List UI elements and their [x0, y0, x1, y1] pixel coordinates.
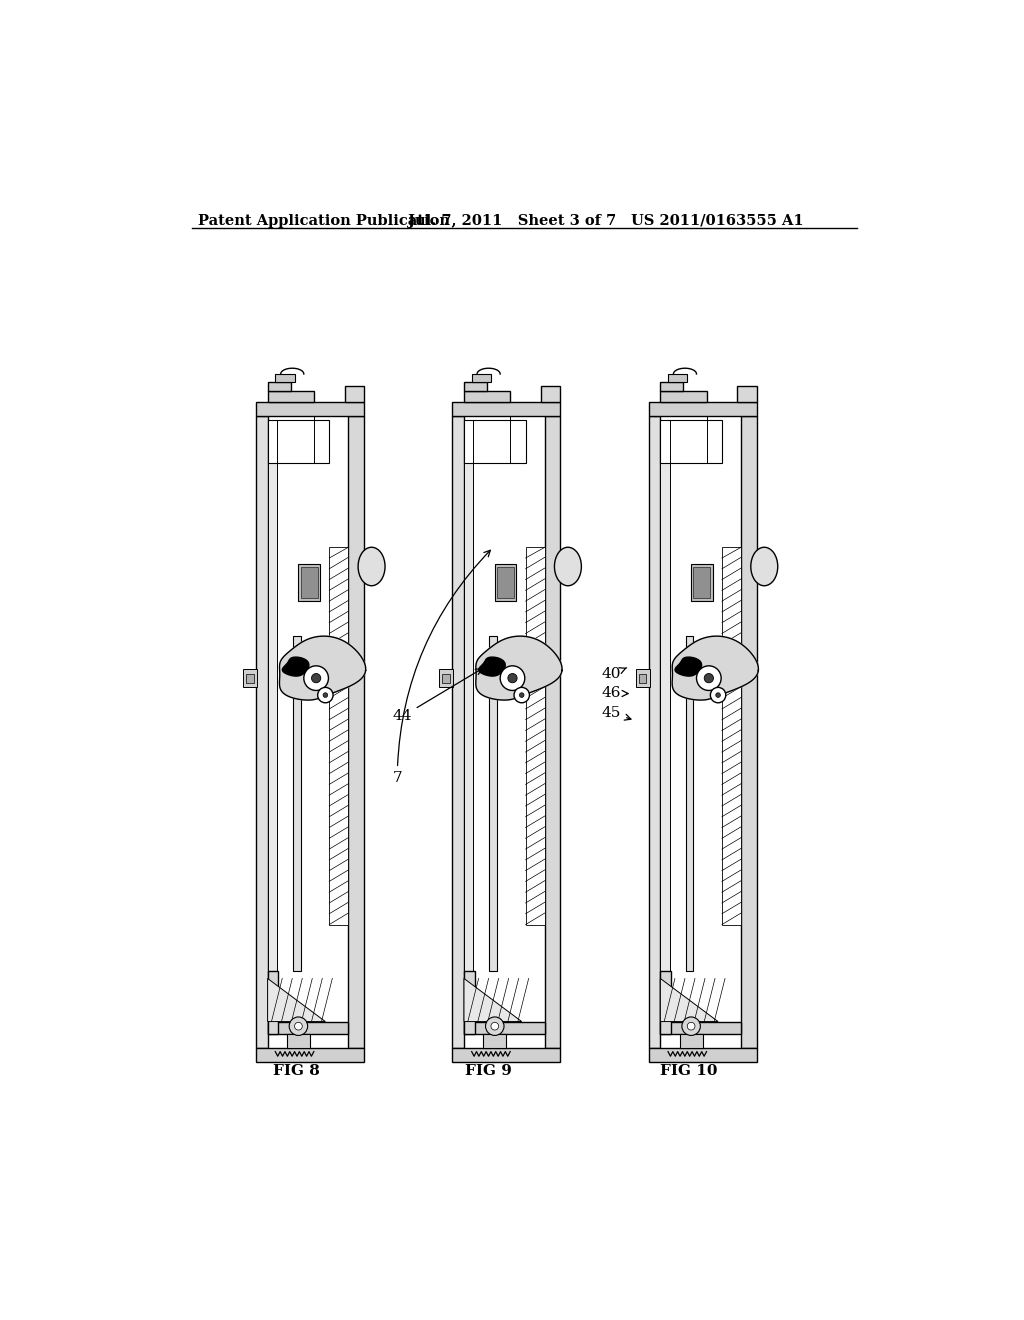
Bar — [464, 391, 510, 403]
Bar — [541, 385, 560, 403]
Bar — [649, 1048, 757, 1061]
Bar — [267, 970, 279, 1034]
Bar — [275, 374, 295, 381]
Polygon shape — [464, 978, 521, 1022]
Polygon shape — [280, 636, 366, 700]
Bar — [636, 669, 649, 688]
Bar — [464, 420, 525, 462]
Text: 45: 45 — [602, 706, 631, 721]
Bar — [267, 420, 330, 462]
Bar — [287, 1034, 310, 1048]
Bar — [464, 432, 473, 970]
Bar — [660, 1022, 741, 1034]
Bar — [267, 1022, 348, 1034]
Bar — [348, 416, 364, 1048]
Bar — [453, 403, 560, 416]
Polygon shape — [478, 657, 505, 676]
Text: Patent Application Publication: Patent Application Publication — [199, 214, 451, 228]
Bar — [464, 381, 487, 391]
Ellipse shape — [358, 548, 385, 586]
Polygon shape — [660, 978, 718, 1022]
Polygon shape — [283, 657, 309, 676]
Bar — [649, 416, 660, 1048]
Bar — [246, 673, 254, 682]
Bar — [660, 391, 707, 403]
Text: FIG 8: FIG 8 — [272, 1064, 319, 1078]
Circle shape — [289, 1016, 307, 1035]
Bar — [693, 568, 711, 598]
Bar — [691, 564, 713, 601]
Text: FIG 9: FIG 9 — [465, 1064, 512, 1078]
Circle shape — [485, 1016, 504, 1035]
Polygon shape — [267, 978, 326, 1022]
Circle shape — [304, 665, 329, 690]
Text: Jul. 7, 2011   Sheet 3 of 7: Jul. 7, 2011 Sheet 3 of 7 — [408, 214, 616, 228]
Bar — [495, 564, 516, 601]
Bar — [497, 568, 514, 598]
Bar — [525, 548, 545, 924]
Bar — [442, 673, 451, 682]
Text: FIG 10: FIG 10 — [660, 1064, 718, 1078]
Bar — [660, 432, 670, 970]
Ellipse shape — [751, 548, 778, 586]
Text: 7: 7 — [392, 550, 490, 785]
Bar — [737, 385, 757, 403]
Polygon shape — [476, 636, 562, 700]
Polygon shape — [672, 636, 759, 700]
Bar — [680, 1034, 702, 1048]
Bar — [298, 564, 319, 601]
Bar — [649, 403, 757, 416]
Bar — [267, 391, 313, 403]
Circle shape — [311, 673, 321, 682]
Bar — [686, 636, 693, 970]
Circle shape — [317, 688, 333, 702]
Text: US 2011/0163555 A1: US 2011/0163555 A1 — [631, 214, 804, 228]
Bar — [439, 669, 454, 688]
Bar — [301, 568, 317, 598]
Bar — [256, 403, 364, 416]
Bar — [256, 1048, 364, 1061]
Circle shape — [514, 688, 529, 702]
Bar — [345, 385, 364, 403]
Circle shape — [295, 1022, 302, 1030]
Bar — [545, 416, 560, 1048]
Bar — [741, 416, 757, 1048]
Bar — [293, 636, 301, 970]
Circle shape — [490, 1022, 499, 1030]
Bar — [483, 1034, 506, 1048]
Text: 46: 46 — [602, 686, 628, 701]
Bar — [472, 374, 490, 381]
Bar — [722, 548, 741, 924]
Bar — [256, 416, 267, 1048]
Polygon shape — [675, 657, 701, 676]
Bar — [267, 432, 276, 970]
Circle shape — [696, 665, 721, 690]
Circle shape — [705, 673, 714, 682]
Bar — [489, 636, 497, 970]
Bar — [243, 669, 257, 688]
Circle shape — [500, 665, 525, 690]
Circle shape — [716, 693, 720, 697]
Bar — [267, 381, 291, 391]
Bar — [660, 381, 683, 391]
Bar — [668, 374, 687, 381]
Circle shape — [687, 1022, 695, 1030]
Bar — [464, 1022, 545, 1034]
Bar — [660, 420, 722, 462]
Ellipse shape — [554, 548, 582, 586]
Bar — [453, 1048, 560, 1061]
Circle shape — [519, 693, 524, 697]
Text: 44: 44 — [392, 669, 482, 723]
Bar — [330, 548, 348, 924]
Bar — [639, 673, 646, 682]
Text: 40: 40 — [602, 667, 627, 681]
Bar — [660, 970, 671, 1034]
Bar — [453, 416, 464, 1048]
Circle shape — [682, 1016, 700, 1035]
Bar — [464, 970, 475, 1034]
Circle shape — [508, 673, 517, 682]
Circle shape — [711, 688, 726, 702]
Circle shape — [323, 693, 328, 697]
